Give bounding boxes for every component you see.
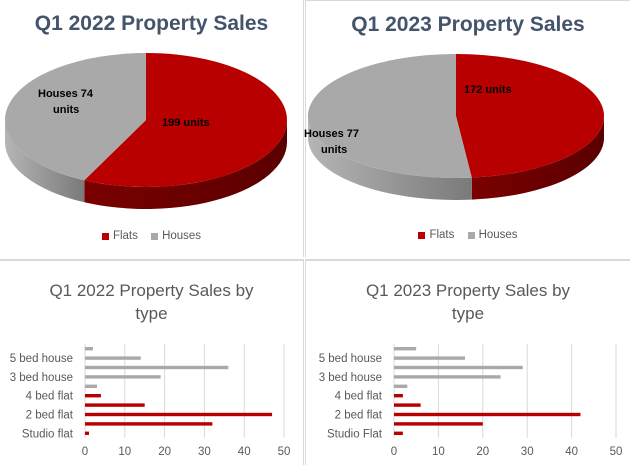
chart-title: Q1 2022 Property Sales by type [49,281,254,323]
category-label: Studio flat [22,428,74,440]
tick-label: 30 [521,446,534,458]
category-label: 2 bed flat [26,410,74,422]
bar [394,431,403,435]
category-label: 3 bed house [10,372,73,384]
category-label: Studio Flat [327,428,383,440]
legend-swatch-flats [101,232,109,240]
bar [85,375,161,379]
bar [85,347,93,351]
legend-swatch-houses [467,231,475,239]
bar [85,403,145,407]
legend-item-flats: Flats [418,229,454,241]
bar [394,365,523,370]
tick-label: 20 [476,446,489,458]
pie-side-flats [471,116,604,200]
legend-item-flats: Flats [101,230,138,242]
bar [394,347,417,351]
bar [85,365,229,370]
data-label-houses-units: units [53,104,79,116]
tick-label: 0 [391,446,397,458]
tick-label: 50 [278,446,291,458]
category-label: 3 bed house [319,372,382,384]
bar [394,403,421,407]
category-label: 4 bed flat [26,391,74,403]
bar-plot: 0 10 20 30 40 50 Studio flat 2 bed flat 4 bed fl… [10,344,291,458]
data-label-houses: Houses 74 [38,88,94,100]
data-label-flats: 199 units [162,117,210,129]
bar [394,384,408,388]
category-label: 5 bed house [10,353,73,365]
chart-title: Q1 2022 Property Sales [34,12,269,35]
pie-slice-houses [308,54,472,178]
pie-slice-flats [84,53,288,187]
category-label: 5 bed house [319,353,382,365]
legend: Flats Houses [0,230,303,243]
pie-side-houses [4,120,85,203]
bar-chart-2022: Q1 2022 Property Sales by type 0 10 20 30 40… [0,259,304,465]
bar [394,375,501,379]
pie-slice-flats [456,53,605,178]
pie-side-flats [84,120,288,209]
legend-item-houses: Houses [151,230,201,242]
tick-label: 30 [198,446,211,458]
legend-swatch-houses [151,232,159,240]
tick-label: 50 [610,446,623,458]
chart-title: Q1 2023 Property Sales by type [365,281,571,323]
chart-title: Q1 2023 Property Sales [351,13,585,36]
bar-plot: 0 10 20 30 40 50 Studio Flat 2 bed flat 4 bed fl… [319,344,623,458]
legend-item-houses: Houses [467,229,518,241]
bar [394,412,581,417]
data-label-houses: Houses 77 [304,128,359,140]
pie-chart-2023: Q1 2023 Property Sales Houses 77 units 1… [304,0,630,257]
bar [85,412,273,417]
bar [85,384,97,388]
data-label-houses-units: units [321,144,347,156]
legend: Flats Houses [306,229,630,242]
data-label-flats: 172 units [464,84,512,96]
pie-plot: Houses 77 units 172 units [304,53,605,200]
tick-label: 0 [82,446,88,458]
category-label: 4 bed flat [335,391,383,403]
bar [85,431,89,435]
bar [85,422,213,426]
bar [85,356,141,360]
bar [394,356,466,360]
bar-chart-2023: Q1 2023 Property Sales by type 0 10 20 30 40… [305,259,630,465]
pie-chart-2022: Q1 2022 Property Sales Houses 74 units 1… [0,0,304,257]
bar [85,394,101,398]
pie-plot: Houses 74 units 199 units [4,53,288,209]
tick-label: 40 [565,446,578,458]
category-label: 2 bed flat [335,410,383,422]
bar [394,422,483,426]
tick-label: 40 [238,446,251,458]
tick-label: 20 [158,446,171,458]
pie-slice-houses [5,53,146,181]
pie-side-houses [308,116,472,200]
bar [394,394,403,398]
tick-label: 10 [432,446,445,458]
legend-swatch-flats [418,231,426,239]
tick-label: 10 [118,446,131,458]
